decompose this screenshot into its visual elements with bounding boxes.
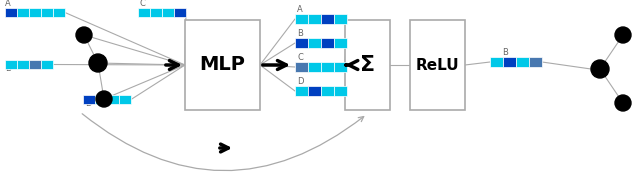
Bar	[53, 8, 65, 17]
Bar	[162, 8, 173, 17]
Bar	[308, 14, 321, 24]
Bar	[295, 38, 307, 48]
Bar	[503, 57, 515, 67]
Bar	[321, 62, 333, 72]
Bar	[29, 60, 40, 69]
Text: ReLU: ReLU	[416, 57, 460, 73]
Bar	[17, 8, 29, 17]
Bar	[107, 95, 118, 104]
Bar	[150, 8, 161, 17]
Bar	[83, 95, 95, 104]
Text: A: A	[297, 5, 303, 14]
Bar	[41, 60, 52, 69]
Text: MLP: MLP	[200, 56, 245, 74]
Text: B: B	[297, 29, 303, 38]
Bar	[308, 86, 321, 96]
Bar	[295, 62, 307, 72]
Circle shape	[591, 60, 609, 78]
Text: C: C	[140, 0, 146, 8]
Bar	[321, 86, 333, 96]
Bar	[516, 57, 529, 67]
Bar	[321, 14, 333, 24]
Bar	[334, 14, 346, 24]
Bar	[410, 20, 465, 110]
Text: A: A	[5, 0, 11, 8]
Bar	[295, 14, 307, 24]
Bar	[174, 8, 186, 17]
Bar	[29, 8, 40, 17]
Bar	[41, 8, 52, 17]
Bar	[308, 38, 321, 48]
Bar	[5, 60, 17, 69]
Text: D: D	[85, 99, 92, 108]
Bar	[345, 20, 390, 110]
Bar	[138, 8, 150, 17]
Bar	[334, 38, 346, 48]
Bar	[17, 60, 29, 69]
Bar	[95, 95, 106, 104]
Text: Σ: Σ	[360, 55, 375, 75]
Bar	[334, 86, 346, 96]
Text: C: C	[297, 53, 303, 62]
Bar	[334, 62, 346, 72]
Text: B: B	[502, 48, 508, 57]
Text: B: B	[5, 64, 11, 73]
Bar	[308, 62, 321, 72]
Bar	[5, 8, 17, 17]
Circle shape	[76, 27, 92, 43]
Circle shape	[89, 54, 107, 72]
Circle shape	[615, 95, 631, 111]
Bar	[185, 20, 260, 110]
Circle shape	[615, 27, 631, 43]
Bar	[490, 57, 502, 67]
Bar	[529, 57, 541, 67]
FancyArrowPatch shape	[82, 114, 364, 171]
Text: D: D	[297, 77, 303, 86]
Bar	[119, 95, 131, 104]
Bar	[295, 86, 307, 96]
Bar	[321, 38, 333, 48]
Circle shape	[96, 91, 112, 107]
